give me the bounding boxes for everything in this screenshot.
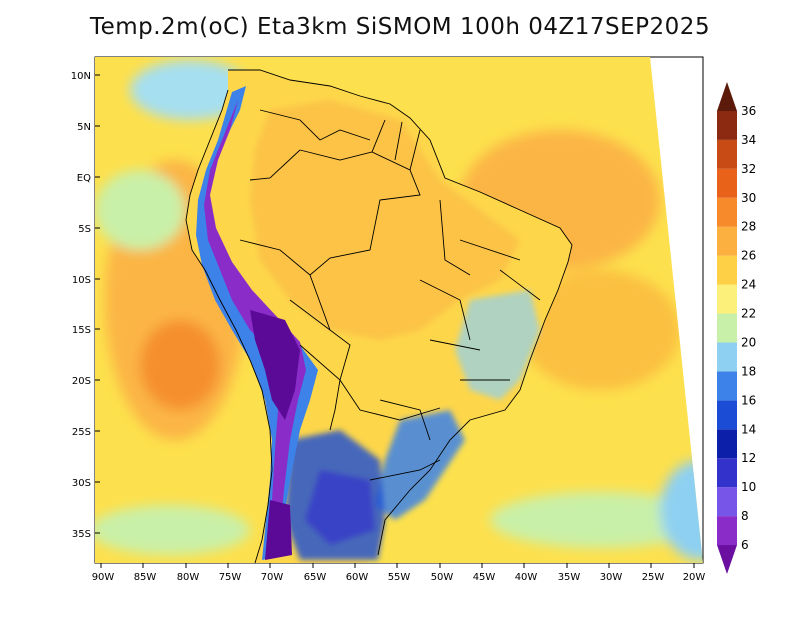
- lat-label-20s: 20S: [72, 376, 91, 387]
- colorbar-swatch: [717, 516, 737, 546]
- altiplano-cold: [250, 310, 300, 420]
- coastline: [228, 69, 573, 556]
- lon-label-30w: 30W: [600, 572, 623, 583]
- colorbar-label: 34: [741, 133, 756, 147]
- venezuela-border: [259, 109, 371, 141]
- lon-label-40w: 40W: [515, 572, 538, 583]
- caribbean-cool: [130, 60, 250, 120]
- colorbar-swatch: [717, 487, 737, 517]
- lon-label-65w: 65W: [304, 572, 327, 583]
- land-warm-interior: [250, 100, 520, 340]
- colorbar-swatch: [717, 139, 737, 169]
- lat-label-eq: EQ: [77, 173, 91, 184]
- brazil-states: [419, 199, 541, 381]
- lon-label-45w: 45W: [473, 572, 496, 583]
- colorbar-label: 24: [741, 278, 756, 292]
- colorbar-label: 14: [741, 422, 756, 436]
- lon-label-20w: 20W: [683, 572, 706, 583]
- lon-labels: 90W 85W 80W 75W 70W 65W 60W 55W 50W 45W …: [92, 572, 706, 583]
- andean-borders: [239, 149, 341, 431]
- lon-label-80w: 80W: [177, 572, 200, 583]
- southern-borders: [369, 399, 441, 481]
- lat-label-25s: 25S: [72, 427, 91, 438]
- colorbar-label: 30: [741, 191, 756, 205]
- lon-label-75w: 75W: [219, 572, 242, 583]
- colorbar-label: 12: [741, 451, 756, 465]
- lon-label-25w: 25W: [642, 572, 665, 583]
- south-pacific-cool: [95, 505, 250, 555]
- colorbar-label: 26: [741, 249, 756, 263]
- lon-label-85w: 85W: [134, 572, 157, 583]
- lat-label-5s: 5S: [78, 224, 91, 235]
- lat-label-30s: 30S: [72, 478, 91, 489]
- colorbar-label: 8: [741, 509, 749, 523]
- west-coastline: [185, 89, 273, 563]
- lon-label-70w: 70W: [261, 572, 284, 583]
- lat-label-10n: 10N: [71, 71, 91, 82]
- colorbar-label: 16: [741, 393, 756, 407]
- lat-label-10s: 10S: [72, 275, 91, 286]
- lon-label-60w: 60W: [346, 572, 369, 583]
- colorbar-swatch: [717, 110, 737, 140]
- map-plot-area: 10N 5N EQ 5S 10S 15S 20S 25S 30S 35S 90W…: [71, 56, 706, 583]
- colorbar-label: 20: [741, 335, 756, 349]
- colorbar-swatch: [717, 371, 737, 401]
- colorbar-label: 32: [741, 162, 756, 176]
- pampas-cool: [305, 470, 375, 545]
- lat-labels: 10N 5N EQ 5S 10S 15S 20S 25S 30S 35S: [71, 71, 91, 540]
- temperature-field: [95, 57, 703, 563]
- southeast-cold: [375, 410, 465, 520]
- colorbar-swatch: [717, 429, 737, 459]
- highlands-cool: [455, 290, 540, 400]
- atlantic-warm-patch-south: [520, 270, 680, 390]
- colorbar-swatch: [717, 82, 737, 111]
- colorbar-label: 18: [741, 364, 756, 378]
- colorbar-label: 28: [741, 220, 756, 234]
- lat-label-15s: 15S: [72, 325, 91, 336]
- political-borders: [185, 69, 573, 563]
- pacific-warm-core: [140, 320, 220, 410]
- lat-label-5n: 5N: [77, 122, 91, 133]
- colorbar-swatch: [717, 197, 737, 227]
- colorbar: 6 8 10 12 14 16 18 20 22 24 26 28 30 32 34 36: [717, 82, 756, 574]
- figure-title: Temp.2m(oC) Eta3km SiSMOM 100h 04Z17SEP2…: [89, 14, 711, 40]
- colorbar-swatch: [717, 226, 737, 256]
- lon-label-50w: 50W: [431, 572, 454, 583]
- lon-label-35w: 35W: [558, 572, 581, 583]
- lat-label-35s: 35S: [72, 529, 91, 540]
- colorbar-swatch: [717, 313, 737, 343]
- colorbar-swatch: [717, 284, 737, 314]
- colorbar-label: 6: [741, 538, 749, 552]
- colorbar-swatch: [717, 255, 737, 285]
- colorbar-swatch: [717, 342, 737, 372]
- pacific-cool-strip: [95, 170, 185, 250]
- colorbar-label: 36: [741, 104, 756, 118]
- south-atlantic-cool: [490, 492, 703, 548]
- colorbar-label: 10: [741, 480, 756, 494]
- colorbar-swatch: [717, 545, 737, 574]
- guianas-border: [371, 119, 421, 171]
- colorbar-label: 22: [741, 307, 756, 321]
- lon-ticks: [100, 563, 695, 568]
- colorbar-swatch: [717, 400, 737, 430]
- colorbar-swatch: [717, 458, 737, 488]
- south-andes-cold: [265, 500, 292, 560]
- lon-label-90w: 90W: [92, 572, 115, 583]
- brazil-border: [299, 149, 441, 421]
- colorbar-swatch: [717, 168, 737, 198]
- lon-label-55w: 55W: [388, 572, 411, 583]
- lat-ticks: [95, 74, 100, 534]
